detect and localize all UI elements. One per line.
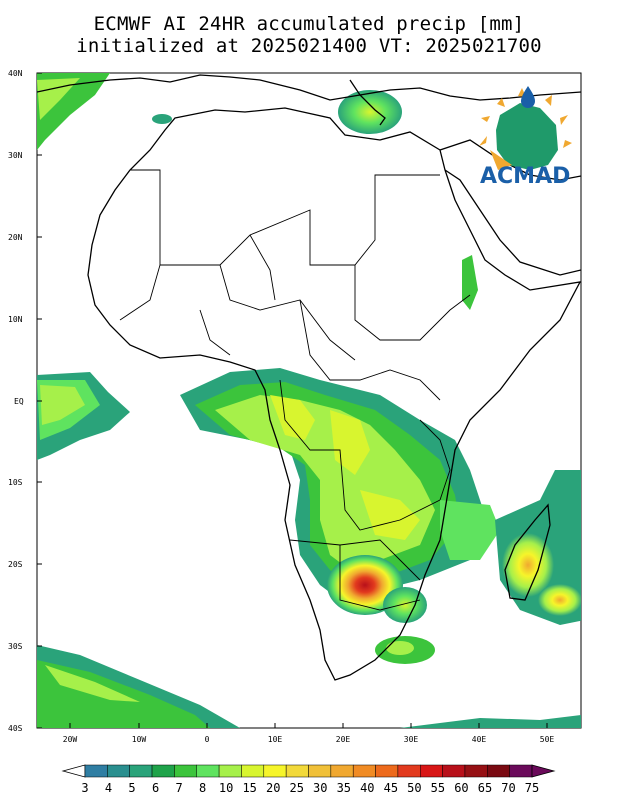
colorbar-label: 40 bbox=[360, 781, 374, 795]
colorbar-label: 8 bbox=[199, 781, 206, 795]
colorbar-swatch bbox=[129, 764, 153, 778]
precip-area-south-indian bbox=[400, 715, 581, 728]
map-title-line1: ECMWF AI 24HR accumulated precip [mm] bbox=[93, 13, 525, 35]
colorbar-label: 35 bbox=[337, 781, 351, 795]
lon-label: 30E bbox=[404, 735, 419, 744]
acmad-logo: ACMAD bbox=[479, 86, 572, 189]
lon-label: 40E bbox=[472, 735, 487, 744]
lat-label: 40N bbox=[8, 69, 23, 78]
coastlines bbox=[37, 74, 581, 681]
colorbar-swatch bbox=[487, 764, 510, 778]
colorbar-label: 6 bbox=[152, 781, 159, 795]
lat-label: 40S bbox=[8, 724, 23, 733]
colorbar-label: 20 bbox=[266, 781, 280, 795]
colorbar-label: 55 bbox=[431, 781, 445, 795]
lat-label: 30S bbox=[8, 642, 23, 651]
colorbar-labels: 3 4 5 6 7 8 10 15 20 25 30 35 40 45 50 55 60 65 70 75 bbox=[81, 781, 539, 795]
precip-core3-drc bbox=[330, 410, 370, 475]
lat-label: 30N bbox=[8, 151, 23, 160]
wedge-icon bbox=[490, 150, 512, 170]
lat-label: 20S bbox=[8, 560, 23, 569]
precip-field bbox=[37, 73, 581, 728]
colorbar-swatch bbox=[330, 764, 354, 778]
lon-label: 20E bbox=[336, 735, 351, 744]
colorbar-label: 25 bbox=[290, 781, 304, 795]
precip-core2-atlantic-eq bbox=[40, 385, 85, 425]
precip-area-italy bbox=[338, 90, 402, 134]
africa-map-icon bbox=[496, 103, 558, 170]
colorbar-label: 3 bbox=[81, 781, 88, 795]
colorbar-label: 7 bbox=[175, 781, 182, 795]
colorbar-swatch bbox=[442, 764, 466, 778]
precip-area-south-africa bbox=[383, 587, 427, 623]
lat-label: EQ bbox=[14, 397, 24, 406]
lat-label: 10N bbox=[8, 315, 23, 324]
precip-core-nw-atlantic bbox=[37, 78, 80, 120]
colorbar-label: 60 bbox=[454, 781, 468, 795]
colorbar-label: 75 bbox=[525, 781, 539, 795]
colorbar-under-arrow bbox=[61, 764, 86, 778]
lon-label: 20W bbox=[63, 735, 78, 744]
precip-spot-sea bbox=[152, 114, 172, 124]
precip-core3-zambia bbox=[360, 490, 420, 540]
lon-label: 0 bbox=[205, 735, 210, 744]
precip-core2-south-atlantic bbox=[45, 665, 140, 702]
country-borders bbox=[119, 169, 471, 611]
precip-area-mozambique bbox=[440, 500, 500, 560]
sun-rays-icon bbox=[479, 88, 572, 148]
colorbar-label: 10 bbox=[219, 781, 233, 795]
lon-label: 50E bbox=[540, 735, 555, 744]
colorbar-swatch bbox=[174, 764, 197, 778]
longitude-labels: 20W 10W 0 10E 20E 30E 40E 50E bbox=[63, 735, 555, 744]
colorbar-swatch bbox=[464, 764, 488, 778]
colorbar-boxes bbox=[84, 764, 533, 778]
colorbar-swatch bbox=[263, 764, 287, 778]
water-drop-icon bbox=[521, 86, 535, 108]
axis-ticks bbox=[37, 72, 548, 729]
colorbar-swatch bbox=[397, 764, 421, 778]
colorbar-label: 30 bbox=[313, 781, 327, 795]
colorbar-swatch bbox=[241, 764, 265, 778]
colorbar-swatch bbox=[107, 764, 130, 778]
colorbar-label: 70 bbox=[501, 781, 515, 795]
colorbar-swatch bbox=[151, 764, 175, 778]
lon-label: 10W bbox=[132, 735, 147, 744]
precip-core-natal bbox=[386, 641, 414, 655]
colorbar-label: 65 bbox=[478, 781, 492, 795]
colorbar-label: 15 bbox=[242, 781, 256, 795]
lat-label: 20N bbox=[8, 233, 23, 242]
colorbar: 3 4 5 6 7 8 10 15 20 25 30 35 40 45 50 55 60 65 70 75 bbox=[61, 764, 556, 795]
latitude-labels: 40N 30N 20N 10N EQ 10S 20S 30S 40S bbox=[8, 69, 24, 733]
precip-core-madagascar bbox=[502, 533, 554, 597]
lat-label: 10S bbox=[8, 478, 23, 487]
precip-core3-gabon bbox=[270, 395, 315, 440]
colorbar-swatch bbox=[196, 764, 220, 778]
colorbar-swatch bbox=[218, 764, 242, 778]
colorbar-swatch bbox=[352, 764, 376, 778]
colorbar-swatch bbox=[308, 764, 332, 778]
colorbar-label: 5 bbox=[128, 781, 135, 795]
colorbar-swatch bbox=[420, 764, 443, 778]
lon-label: 10E bbox=[268, 735, 283, 744]
colorbar-swatch bbox=[84, 764, 108, 778]
colorbar-label: 50 bbox=[407, 781, 421, 795]
colorbar-swatch bbox=[509, 764, 533, 778]
map-title-line2: initialized at 2025021400 VT: 2025021700 bbox=[76, 35, 542, 57]
precip-area-ethiopia bbox=[462, 255, 478, 310]
colorbar-swatch bbox=[285, 764, 309, 778]
colorbar-swatch bbox=[375, 764, 399, 778]
colorbar-label: 45 bbox=[384, 781, 398, 795]
colorbar-over-arrow bbox=[531, 764, 556, 778]
precip-core-east-madagascar bbox=[538, 584, 581, 616]
logo-text: ACMAD bbox=[480, 164, 570, 189]
colorbar-label: 4 bbox=[105, 781, 112, 795]
